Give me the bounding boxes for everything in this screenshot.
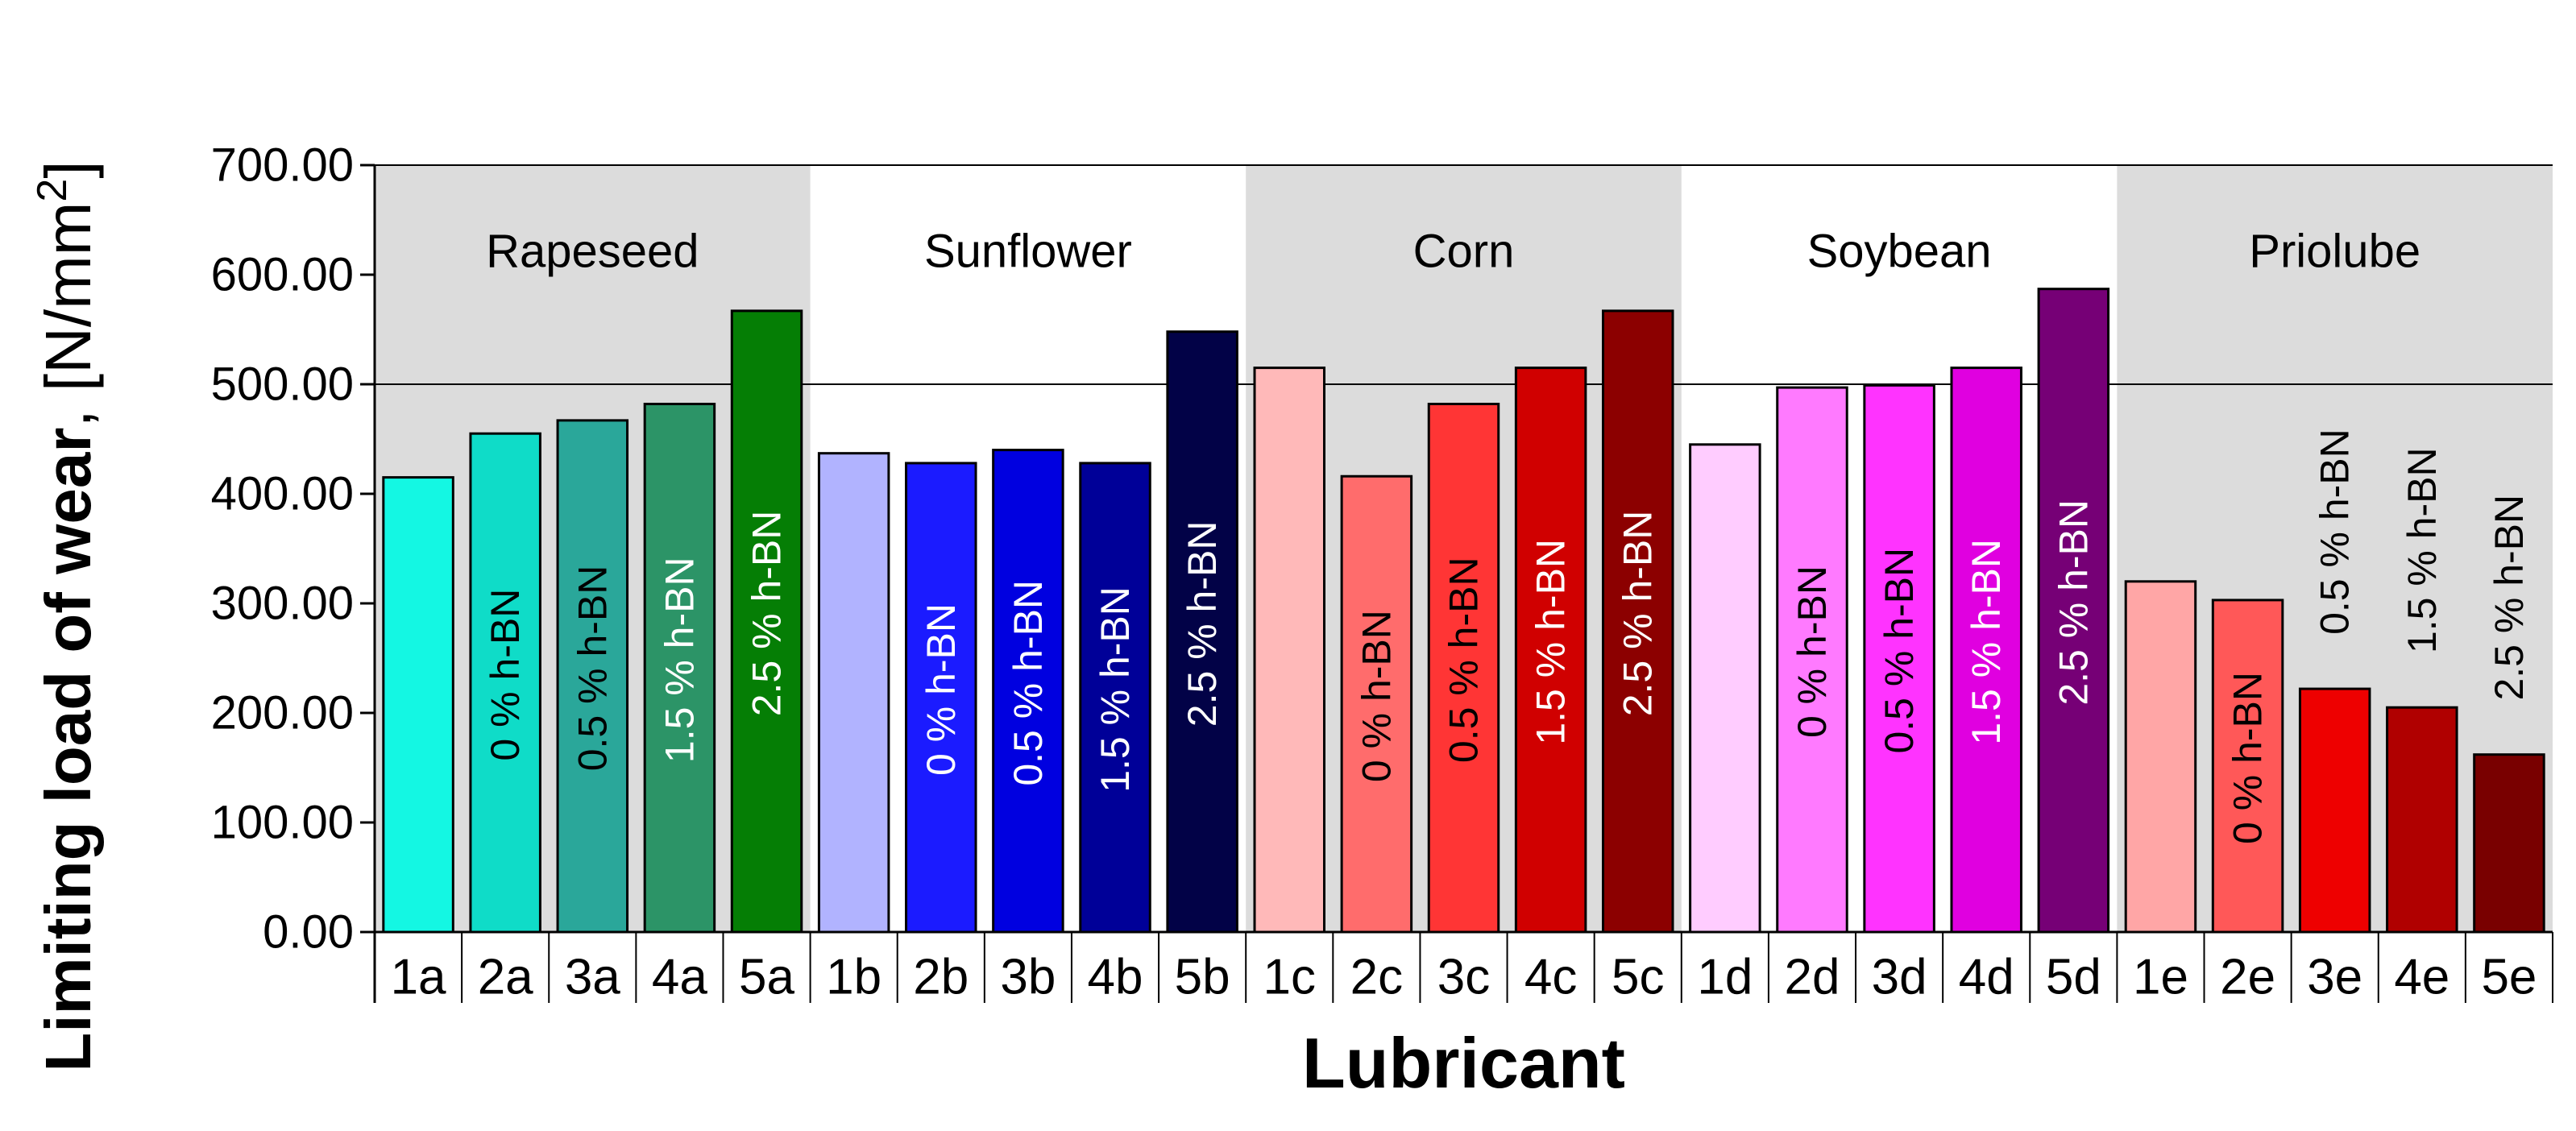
bar-2e	[2211, 599, 2284, 934]
x-category-label-4e: 4e	[2394, 950, 2449, 1005]
bar-label-2d: 0 % h-BN	[1790, 566, 1835, 738]
bar-labels: 0 % h-BN 0.5 % h-BN 1.5 % h-BN 2.5 % h-BN 0 …	[483, 429, 2532, 844]
group-label-corn: Corn	[1413, 226, 1515, 278]
group-label-soybean: Soybean	[1807, 226, 1992, 278]
bar-2a	[469, 432, 541, 934]
bar-label-5e: 2.5 % h-BN	[2487, 495, 2532, 701]
bar-label-3d: 0.5 % h-BN	[1877, 548, 1922, 754]
x-category-label-1d: 1d	[1697, 950, 1753, 1005]
bar-5d	[2037, 288, 2110, 934]
x-category-label-5b: 5b	[1175, 950, 1230, 1005]
y-axis-title-bold: wear	[32, 428, 104, 575]
x-category-label-3a: 3a	[565, 950, 620, 1005]
y-axis-title-unit-sup: 2	[29, 179, 76, 202]
group-label-rapeseed: Rapeseed	[486, 226, 699, 278]
bar-1a	[382, 476, 454, 934]
bar-5a	[730, 309, 803, 934]
group-label-sunflower: Sunflower	[924, 226, 1132, 278]
x-category-labels: 1a 2a 3a 4a 5a 1b 2b 3b 4b 5b 1c 2c 3c 4c 5c 1d 2d 3d 4d 5d…	[374, 932, 2553, 1005]
x-category-label-1a: 1a	[391, 950, 446, 1005]
x-category-label-2a: 2a	[478, 950, 533, 1005]
bar-label-5b: 2.5 % h-BN	[1180, 521, 1225, 727]
bar-label-5d: 2.5 % h-BN	[2051, 499, 2096, 706]
bar-label-2b: 0 % h-BN	[919, 603, 964, 776]
bar-2c	[1340, 474, 1413, 934]
bar-label-5c: 2.5 % h-BN	[1616, 511, 1661, 717]
x-category-label-2e: 2e	[2220, 950, 2275, 1005]
bar-label-2e: 0 % h-BN	[2225, 672, 2271, 844]
x-category-label-5a: 5a	[739, 950, 794, 1005]
x-category-label-1c: 1c	[1263, 950, 1316, 1005]
bar-label-4a: 1.5 % h-BN	[657, 557, 702, 763]
bar-4b	[1079, 462, 1151, 934]
x-category-label-3d: 3d	[1872, 950, 1927, 1005]
y-tick-label: 200.00	[211, 687, 354, 740]
y-axis-title-main: Limiting load of	[32, 574, 104, 1072]
x-category-label-5d: 5d	[2046, 950, 2101, 1005]
x-category-label-1b: 1b	[826, 950, 881, 1005]
y-tick-label: 700.00	[211, 139, 354, 192]
y-tick-label: 0.00	[263, 906, 354, 959]
bar-2b	[905, 462, 977, 934]
bar-label-4b: 1.5 % h-BN	[1093, 586, 1138, 793]
x-category-label-3c: 3c	[1437, 950, 1490, 1005]
bar-4e	[2386, 706, 2458, 934]
y-tick-label: 600.00	[211, 249, 354, 301]
x-axis-title: Lubricant	[1302, 1023, 1625, 1103]
bar-4c	[1514, 367, 1587, 934]
x-category-label-3b: 3b	[1000, 950, 1056, 1005]
y-tick-label: 500.00	[211, 358, 354, 411]
x-category-label-4c: 4c	[1524, 950, 1577, 1005]
bar-4a	[643, 402, 716, 934]
x-category-label-5e: 5e	[2481, 950, 2537, 1005]
bar-label-4d: 1.5 % h-BN	[1964, 539, 2009, 745]
bar-label-5a: 2.5 % h-BN	[745, 511, 790, 717]
y-tick-labels: 0.00 100.00 200.00 300.00 400.00 500.00 600.00…	[211, 139, 375, 959]
x-category-label-2d: 2d	[1784, 950, 1840, 1005]
y-tick-label: 300.00	[211, 578, 354, 630]
y-tick-label: 400.00	[211, 468, 354, 520]
x-category-label-4b: 4b	[1088, 950, 1143, 1005]
bar-label-2c: 0 % h-BN	[1354, 610, 1399, 782]
bar-3d	[1863, 383, 1935, 934]
bar-4d	[1950, 367, 2022, 934]
bar-3e	[2298, 687, 2371, 934]
y-axis-title-unit-end: ]	[32, 160, 104, 178]
bar-label-4c: 1.5 % h-BN	[1529, 539, 1574, 745]
bar-label-3e: 0.5 % h-BN	[2313, 429, 2358, 635]
x-category-label-1e: 1e	[2133, 950, 2188, 1005]
y-tick-label: 100.00	[211, 797, 354, 849]
bar-label-3b: 0.5 % h-BN	[1006, 580, 1051, 786]
bar-5e	[2473, 753, 2545, 934]
x-category-label-5c: 5c	[1612, 950, 1664, 1005]
bar-label-3a: 0.5 % h-BN	[570, 566, 615, 772]
bar-label-2a: 0 % h-BN	[483, 589, 528, 761]
bar-1e	[2124, 580, 2197, 934]
bar-1d	[1689, 443, 1761, 934]
bar-label-3c: 0.5 % h-BN	[1441, 557, 1487, 763]
bar-1c	[1253, 367, 1326, 934]
x-category-label-2b: 2b	[913, 950, 969, 1005]
x-category-label-3e: 3e	[2307, 950, 2362, 1005]
group-labels: Rapeseed Sunflower Corn Soybean Priolube	[486, 226, 2420, 278]
y-axis-title-unit: , [N/mm	[32, 202, 104, 428]
x-category-label-4a: 4a	[652, 950, 707, 1005]
x-category-label-2c: 2c	[1350, 950, 1403, 1005]
bar-5c	[1601, 309, 1674, 934]
bar-label-4e: 1.5 % h-BN	[2400, 447, 2445, 653]
y-axis-title: Limiting load of wear, [N/mm2]	[29, 160, 104, 1071]
bar-3c	[1427, 402, 1500, 934]
bar-1b	[817, 452, 890, 934]
bar-5b	[1166, 330, 1238, 934]
x-category-label-4d: 4d	[1959, 950, 2014, 1005]
axes	[373, 164, 2553, 1003]
group-label-priolube: Priolube	[2249, 226, 2420, 278]
